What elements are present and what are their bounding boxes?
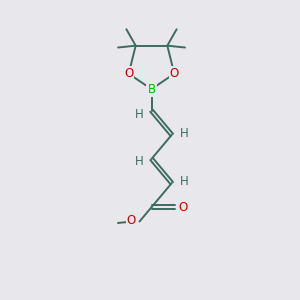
- Text: O: O: [124, 67, 133, 80]
- Text: H: H: [134, 108, 143, 121]
- Text: O: O: [179, 201, 188, 214]
- Text: H: H: [134, 155, 143, 169]
- Text: H: H: [180, 127, 189, 140]
- Text: O: O: [170, 67, 179, 80]
- Text: H: H: [180, 175, 189, 188]
- Text: B: B: [147, 82, 156, 96]
- Text: O: O: [127, 214, 136, 227]
